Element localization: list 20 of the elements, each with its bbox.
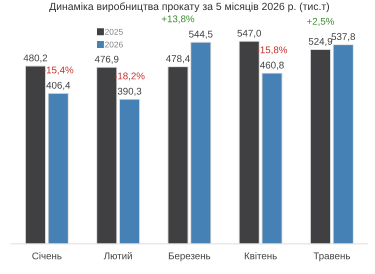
legend-label: 2026 [105,42,123,48]
data-label: 524,9 [308,38,332,46]
data-label: 478,4 [166,55,190,64]
annotation: +2,5% [307,18,334,26]
annotation: +13,8% [162,15,194,24]
data-label: 547,0 [237,30,262,38]
x-tick-label: Березень [168,252,210,262]
data-label: 544,5 [189,30,213,39]
chart-title: Динаміка виробництва прокату за 5 місяців 2026 р. (тис.т) [49,2,329,12]
x-tick-label: Квітень [244,252,277,260]
x-tick-label: Січень [32,252,62,260]
data-label: 390,3 [118,88,142,96]
x-tick-label: Травень [314,252,350,262]
data-label: 406,4 [46,82,70,90]
data-label: 537,8 [332,33,356,42]
data-label: 480,2 [24,54,48,63]
legend-label: 2025 [105,28,123,35]
data-label: 476,9 [94,56,118,64]
data-label: 460,8 [260,62,284,70]
x-tick-label: Лютий [104,252,132,260]
